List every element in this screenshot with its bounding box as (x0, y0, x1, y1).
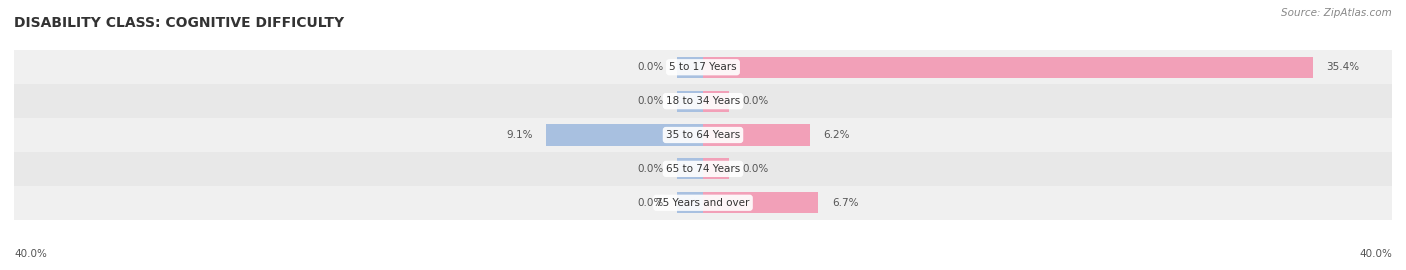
Bar (703, 158, 728, 179)
Bar (703, 91, 728, 112)
Text: 0.0%: 0.0% (637, 62, 664, 72)
Bar (14, 118, 1392, 152)
Text: 6.7%: 6.7% (832, 198, 859, 208)
Text: 0.0%: 0.0% (637, 198, 664, 208)
Bar (678, 91, 703, 112)
Text: 0.0%: 0.0% (637, 96, 664, 106)
Bar (678, 158, 703, 179)
Bar (14, 152, 1392, 186)
Text: Source: ZipAtlas.com: Source: ZipAtlas.com (1281, 8, 1392, 18)
Text: 0.0%: 0.0% (742, 164, 769, 174)
Bar (547, 124, 703, 146)
Text: 18 to 34 Years: 18 to 34 Years (666, 96, 740, 106)
Text: 35.4%: 35.4% (1326, 62, 1360, 72)
Text: 75 Years and over: 75 Years and over (657, 198, 749, 208)
Bar (14, 50, 1392, 84)
Text: 65 to 74 Years: 65 to 74 Years (666, 164, 740, 174)
Bar (678, 57, 703, 78)
Bar (14, 186, 1392, 220)
Text: 40.0%: 40.0% (14, 249, 46, 259)
Bar (703, 57, 1313, 78)
Bar (14, 84, 1392, 118)
Bar (678, 192, 703, 213)
Text: 6.2%: 6.2% (824, 130, 851, 140)
Text: 9.1%: 9.1% (506, 130, 533, 140)
Bar (703, 124, 810, 146)
Bar (703, 192, 818, 213)
Text: 0.0%: 0.0% (637, 164, 664, 174)
Text: 35 to 64 Years: 35 to 64 Years (666, 130, 740, 140)
Text: DISABILITY CLASS: COGNITIVE DIFFICULTY: DISABILITY CLASS: COGNITIVE DIFFICULTY (14, 16, 344, 30)
Text: 5 to 17 Years: 5 to 17 Years (669, 62, 737, 72)
Text: 40.0%: 40.0% (1360, 249, 1392, 259)
Text: 0.0%: 0.0% (742, 96, 769, 106)
